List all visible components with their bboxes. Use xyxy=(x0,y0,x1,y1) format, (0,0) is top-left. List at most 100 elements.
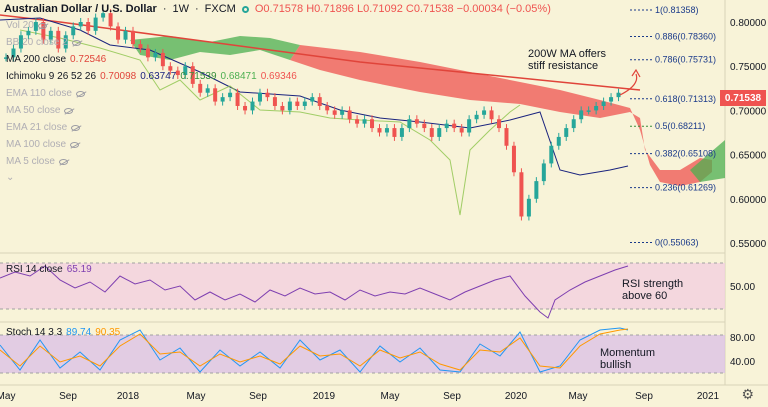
candle-body xyxy=(302,101,307,106)
price-candles xyxy=(4,9,621,221)
candle-body xyxy=(384,128,389,133)
candle-body xyxy=(280,105,285,111)
hidden-eye-icon[interactable] xyxy=(37,22,47,29)
candle-body xyxy=(205,88,210,93)
candle-body xyxy=(145,48,150,58)
fib-level-label: 0.236(0.61269) xyxy=(655,183,716,193)
indicator-ema110[interactable]: EMA 110 close xyxy=(6,88,85,99)
time-axis-tick: Sep xyxy=(635,391,653,402)
indicator-label: Ichimoku 9 26 52 26 xyxy=(6,71,97,82)
indicator-vol[interactable]: Vol 20 xyxy=(6,20,47,31)
candle-body xyxy=(41,22,46,40)
indicator-bb[interactable]: BB 20 close 2 xyxy=(6,37,81,48)
rsi-value: 65.19 xyxy=(66,264,92,275)
hidden-eye-icon[interactable] xyxy=(70,141,80,148)
candle-body xyxy=(116,26,121,40)
candle-body xyxy=(183,66,188,76)
candle-body xyxy=(474,114,479,120)
indicator-ma50[interactable]: MA 50 close xyxy=(6,105,74,116)
fib-level-label: 0.786(0.75731) xyxy=(655,55,716,65)
indicator-ema21[interactable]: EMA 21 close xyxy=(6,122,81,133)
candle-body xyxy=(250,101,255,111)
time-axis[interactable]: May Sep 2018 May Sep 2019 May Sep 2020 May Sep 2021 xyxy=(0,391,720,402)
price-axis-tick: 0.70000 xyxy=(730,106,767,117)
rsi-note-line2: above 60 xyxy=(622,290,667,302)
candle-body xyxy=(444,123,449,129)
candle-body xyxy=(526,198,531,217)
candle-body xyxy=(616,92,621,98)
time-axis-tick: May xyxy=(0,391,15,402)
stoch-band xyxy=(0,335,725,373)
rsi-pane-label[interactable]: RSI 14 close 65.19 xyxy=(6,264,92,275)
candle-body xyxy=(489,110,494,120)
time-axis-tick: 2018 xyxy=(117,391,140,402)
time-axis-tick: Sep xyxy=(249,391,267,402)
candle-body xyxy=(257,92,262,102)
candle-body xyxy=(609,97,614,102)
collapse-indicators-button[interactable]: ⌄ xyxy=(6,172,14,183)
time-axis-tick: May xyxy=(381,391,400,402)
candle-body xyxy=(11,48,16,58)
hidden-eye-icon[interactable] xyxy=(71,124,81,131)
candle-body xyxy=(541,163,546,182)
candle-body xyxy=(243,105,248,111)
ichimoku-value-1: 0.70098 xyxy=(100,71,137,82)
indicator-label: Vol 20 xyxy=(6,20,34,31)
candle-body xyxy=(220,97,225,102)
price-axis-tick: 0.55000 xyxy=(730,239,767,250)
hidden-eye-icon[interactable] xyxy=(75,90,85,97)
candle-body xyxy=(459,128,464,133)
hidden-eye-icon[interactable] xyxy=(64,107,74,114)
candle-body xyxy=(571,119,576,129)
chevron-down-icon: ⌄ xyxy=(6,172,15,183)
indicator-ichimoku[interactable]: Ichimoku 9 26 52 26 0.70098 0.63747 0.71… xyxy=(6,71,297,82)
candle-body xyxy=(601,101,606,106)
indicator-ma5[interactable]: MA 5 close xyxy=(6,156,68,167)
stoch-d-line xyxy=(0,328,629,371)
candle-body xyxy=(317,97,322,106)
ichimoku-value-3: 0.71539 xyxy=(180,71,217,82)
price-axis[interactable]: 0.80000 0.75000 0.70000 0.65000 0.60000 0.550… xyxy=(730,18,767,250)
ichimoku-cloud-bull-right xyxy=(690,140,725,182)
candle-body xyxy=(33,22,38,31)
chikou-line xyxy=(19,29,521,216)
candle-body xyxy=(519,172,524,217)
candle-body xyxy=(347,110,352,120)
stoch-k-value: 89.74 xyxy=(66,327,92,338)
candle-body xyxy=(362,119,367,124)
candle-body xyxy=(78,22,83,27)
indicator-label: EMA 21 close xyxy=(6,122,68,133)
candle-body xyxy=(594,105,599,111)
candle-body xyxy=(556,136,561,146)
ichimoku-value-4: 0.68471 xyxy=(220,71,257,82)
candle-body xyxy=(287,101,292,111)
gear-icon[interactable]: ⚙ xyxy=(741,386,754,402)
candle-body xyxy=(504,128,509,146)
candle-body xyxy=(26,30,31,36)
stoch-pane-label[interactable]: Stoch 14 3 3 89.74 90.35 xyxy=(6,327,120,338)
indicator-ma100[interactable]: MA 100 close xyxy=(6,139,80,150)
candle-body xyxy=(414,119,419,124)
market-status-icon xyxy=(241,5,249,13)
ma-note-line1: 200W MA offers xyxy=(528,48,607,60)
ichimoku-value-2: 0.63747 xyxy=(140,71,177,82)
rsi-band xyxy=(0,263,725,309)
hidden-eye-icon[interactable] xyxy=(71,39,81,46)
timeframe-label[interactable]: 1W xyxy=(172,3,190,15)
indicator-ma200[interactable]: MA 200 close 0.72546 xyxy=(6,54,106,65)
hidden-eye-icon[interactable] xyxy=(58,158,68,165)
indicator-label: MA 100 close xyxy=(6,139,67,150)
candle-body xyxy=(198,83,203,93)
candle-body xyxy=(18,35,23,49)
candle-body xyxy=(429,128,434,137)
rsi-axis-50: 50.00 xyxy=(730,282,755,293)
symbol-title[interactable]: Australian Dollar / U.S. Dollar xyxy=(4,3,157,15)
kijun-line xyxy=(0,17,629,176)
candle-body xyxy=(355,119,360,124)
candle-body xyxy=(101,13,106,18)
candle-body xyxy=(190,66,195,84)
candle-body xyxy=(377,128,382,133)
time-axis-tick: May xyxy=(569,391,588,402)
candle-body xyxy=(467,119,472,133)
